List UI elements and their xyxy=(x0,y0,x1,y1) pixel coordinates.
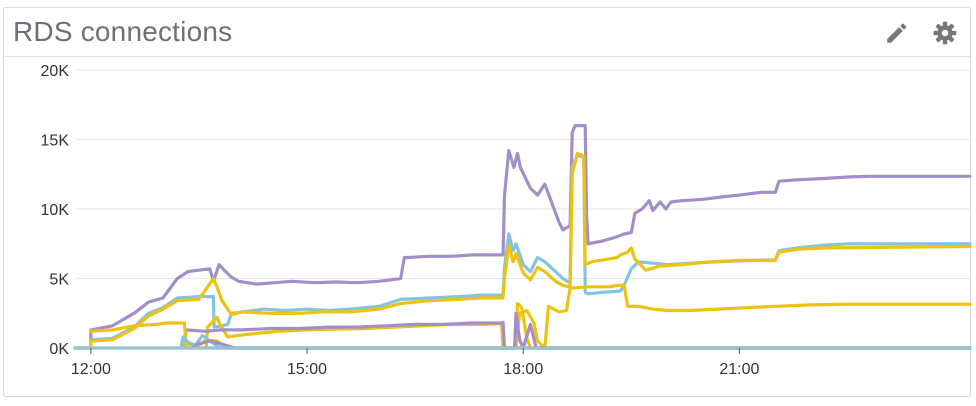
edit-button[interactable] xyxy=(884,20,910,46)
x-tick-label: 18:00 xyxy=(503,361,543,378)
series-line-blue xyxy=(179,333,972,350)
series-line-blue xyxy=(73,153,972,350)
series-lines xyxy=(73,124,972,350)
axes: 0K 5K 10K 15K 20K 12:00 15:00 18:00 21:00 xyxy=(41,63,970,378)
y-tick-label: 20K xyxy=(41,63,70,80)
y-tick-label: 10K xyxy=(41,202,70,219)
widget-title: RDS connections xyxy=(13,16,233,47)
y-tick-label: 0K xyxy=(49,341,69,358)
x-tick-label: 21:00 xyxy=(719,361,759,378)
gear-icon xyxy=(933,21,957,45)
widget-header: RDS connections xyxy=(4,8,970,57)
rds-connections-widget: RDS connections xyxy=(3,7,971,397)
y-tick-label: 15K xyxy=(41,133,70,150)
y-tick-label: 5K xyxy=(49,272,69,289)
settings-button[interactable] xyxy=(932,20,958,46)
series-line-purple xyxy=(182,320,972,350)
series-line-yellow xyxy=(73,151,972,350)
series-line-yellow xyxy=(204,283,972,350)
x-tick-label: 12:00 xyxy=(71,361,111,378)
pencil-icon xyxy=(887,23,907,43)
x-tick-label: 15:00 xyxy=(287,361,327,378)
series-line-purple xyxy=(190,311,972,350)
